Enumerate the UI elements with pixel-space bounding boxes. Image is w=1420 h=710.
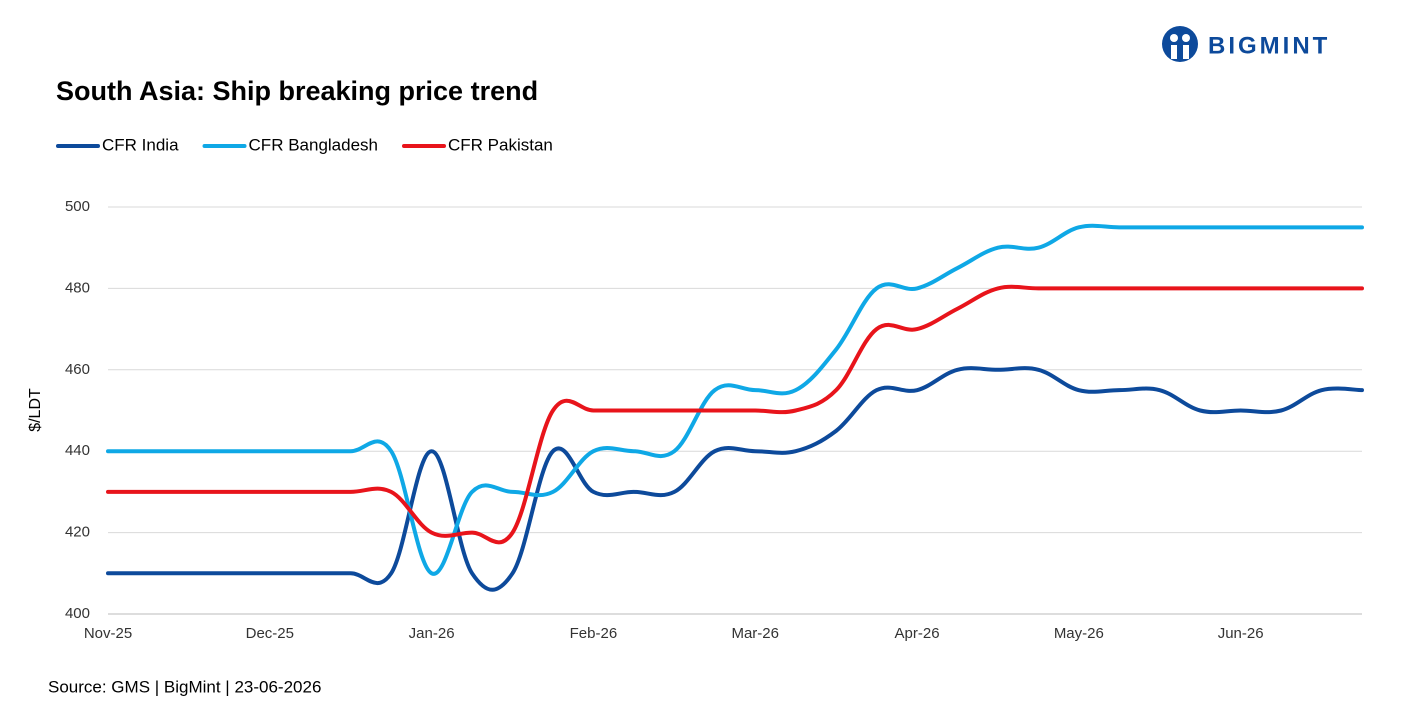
x-tick-label: May-26 <box>1054 625 1104 642</box>
y-tick-label: 500 <box>65 198 90 215</box>
y-tick-label: 480 <box>65 279 90 296</box>
chart-title: South Asia: Ship breaking price trend <box>56 76 538 106</box>
x-tick-label: Jun-26 <box>1218 625 1264 642</box>
logo-icon <box>1162 26 1198 62</box>
x-tick-label: Nov-25 <box>84 625 132 642</box>
x-tick-label: Dec-25 <box>246 625 294 642</box>
logo: BIGMINT <box>1162 26 1330 62</box>
y-axis-label: $/LDT <box>27 388 44 432</box>
legend-label: CFR Bangladesh <box>249 135 378 154</box>
source: Source: GMS | BigMint | 23-06-2026 <box>48 677 321 696</box>
x-tick-label: Jan-26 <box>409 625 455 642</box>
brand: BIGMINT <box>1208 32 1330 59</box>
line <box>106 366 1364 592</box>
y-tick-label: 460 <box>65 361 90 378</box>
line <box>106 223 1364 576</box>
x-tick-label: Mar-26 <box>731 625 779 642</box>
legend-label: CFR Pakistan <box>448 135 553 154</box>
legend: CFR India CFR Bangladesh CFR Pakistan <box>56 135 553 154</box>
y-tick-label: 400 <box>65 605 90 622</box>
x-tick-label: Feb-26 <box>570 625 618 642</box>
y-tick-label: 440 <box>65 442 90 459</box>
line <box>106 284 1364 545</box>
x-tick-label: Apr-26 <box>895 625 940 642</box>
legend-label: CFR India <box>102 135 179 154</box>
y-tick-label: 420 <box>65 524 90 541</box>
